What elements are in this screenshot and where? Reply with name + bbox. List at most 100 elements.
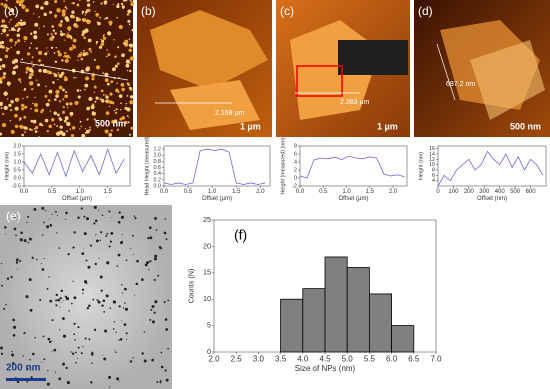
y-tick-label: 0.5 xyxy=(14,167,22,173)
panel-label: (c) xyxy=(280,4,294,18)
particle xyxy=(90,353,94,356)
particle xyxy=(67,253,70,256)
particle xyxy=(31,256,34,259)
grain xyxy=(1,45,4,48)
grain xyxy=(120,82,125,87)
particle xyxy=(105,234,108,237)
x-tick-label: 200 xyxy=(464,189,475,195)
particle xyxy=(101,304,104,307)
particle xyxy=(86,217,90,221)
grain xyxy=(33,103,38,108)
particle xyxy=(73,231,76,234)
grain xyxy=(93,58,96,61)
grain xyxy=(44,94,48,98)
grain xyxy=(54,32,57,35)
grain xyxy=(10,46,13,49)
particle xyxy=(71,352,75,355)
grain xyxy=(55,131,61,136)
grain xyxy=(50,118,55,122)
grain xyxy=(40,6,44,10)
particle xyxy=(62,334,67,338)
particle xyxy=(118,305,121,308)
grain xyxy=(129,56,134,61)
particle xyxy=(104,329,108,333)
grain xyxy=(48,89,53,94)
grain xyxy=(55,46,58,49)
grain xyxy=(0,101,4,107)
particle xyxy=(19,238,23,242)
y-tick-label: 1.0 xyxy=(14,159,22,165)
particle xyxy=(148,226,152,230)
particle xyxy=(113,328,115,330)
grain xyxy=(56,8,58,10)
grain xyxy=(102,94,105,96)
particle xyxy=(83,247,84,249)
particle xyxy=(106,232,109,235)
particle xyxy=(27,241,29,244)
grain xyxy=(53,52,56,54)
grain xyxy=(58,100,62,103)
tem-texture xyxy=(0,205,170,388)
grain xyxy=(3,91,8,96)
grain xyxy=(84,127,87,130)
particle xyxy=(60,289,64,293)
grain xyxy=(69,56,72,59)
grain xyxy=(84,13,87,16)
y-tick-label: 1.2 xyxy=(154,146,162,152)
particle xyxy=(108,386,111,388)
particle xyxy=(23,332,25,335)
particle xyxy=(109,307,112,309)
particle xyxy=(159,381,162,384)
grain xyxy=(130,0,133,3)
x-axis-label: Offset (µm) xyxy=(338,196,368,202)
particle xyxy=(73,296,77,300)
grain xyxy=(109,134,111,136)
grain xyxy=(9,14,12,16)
particle xyxy=(51,319,54,322)
particle xyxy=(108,375,112,379)
grain xyxy=(95,13,100,17)
bar xyxy=(280,298,304,353)
grain xyxy=(126,12,130,16)
particle xyxy=(41,268,45,271)
grain xyxy=(115,55,118,57)
particle xyxy=(23,239,27,243)
grain xyxy=(121,53,125,58)
grain xyxy=(0,2,4,6)
panel-label: (f) xyxy=(234,227,247,243)
y-tick-label: 8 xyxy=(294,143,297,149)
grain xyxy=(129,69,132,73)
grain xyxy=(63,77,68,82)
particle xyxy=(88,338,91,341)
particle xyxy=(46,382,50,386)
grain xyxy=(44,0,49,6)
particle xyxy=(26,221,28,224)
grain xyxy=(55,89,60,95)
particle xyxy=(91,362,93,364)
particle xyxy=(17,219,20,222)
grain xyxy=(66,106,69,109)
particle xyxy=(15,234,17,237)
grain xyxy=(32,119,37,124)
particle xyxy=(49,299,53,303)
grain xyxy=(20,19,23,22)
grain xyxy=(77,59,79,62)
particle xyxy=(153,257,157,261)
grain xyxy=(1,64,6,68)
grain xyxy=(120,2,124,6)
profile-line xyxy=(163,148,266,185)
grain xyxy=(116,16,118,19)
grain xyxy=(6,81,11,86)
particle xyxy=(100,289,103,292)
grain xyxy=(42,68,48,74)
y-tick-label: 10 xyxy=(203,294,211,303)
grain xyxy=(59,32,64,37)
particle xyxy=(68,310,70,312)
grain xyxy=(35,125,39,130)
particle xyxy=(43,257,45,260)
particle xyxy=(122,307,125,309)
grain xyxy=(10,99,14,104)
x-tick-label: 500 xyxy=(510,189,521,195)
grain xyxy=(130,2,135,7)
grain xyxy=(61,132,66,137)
